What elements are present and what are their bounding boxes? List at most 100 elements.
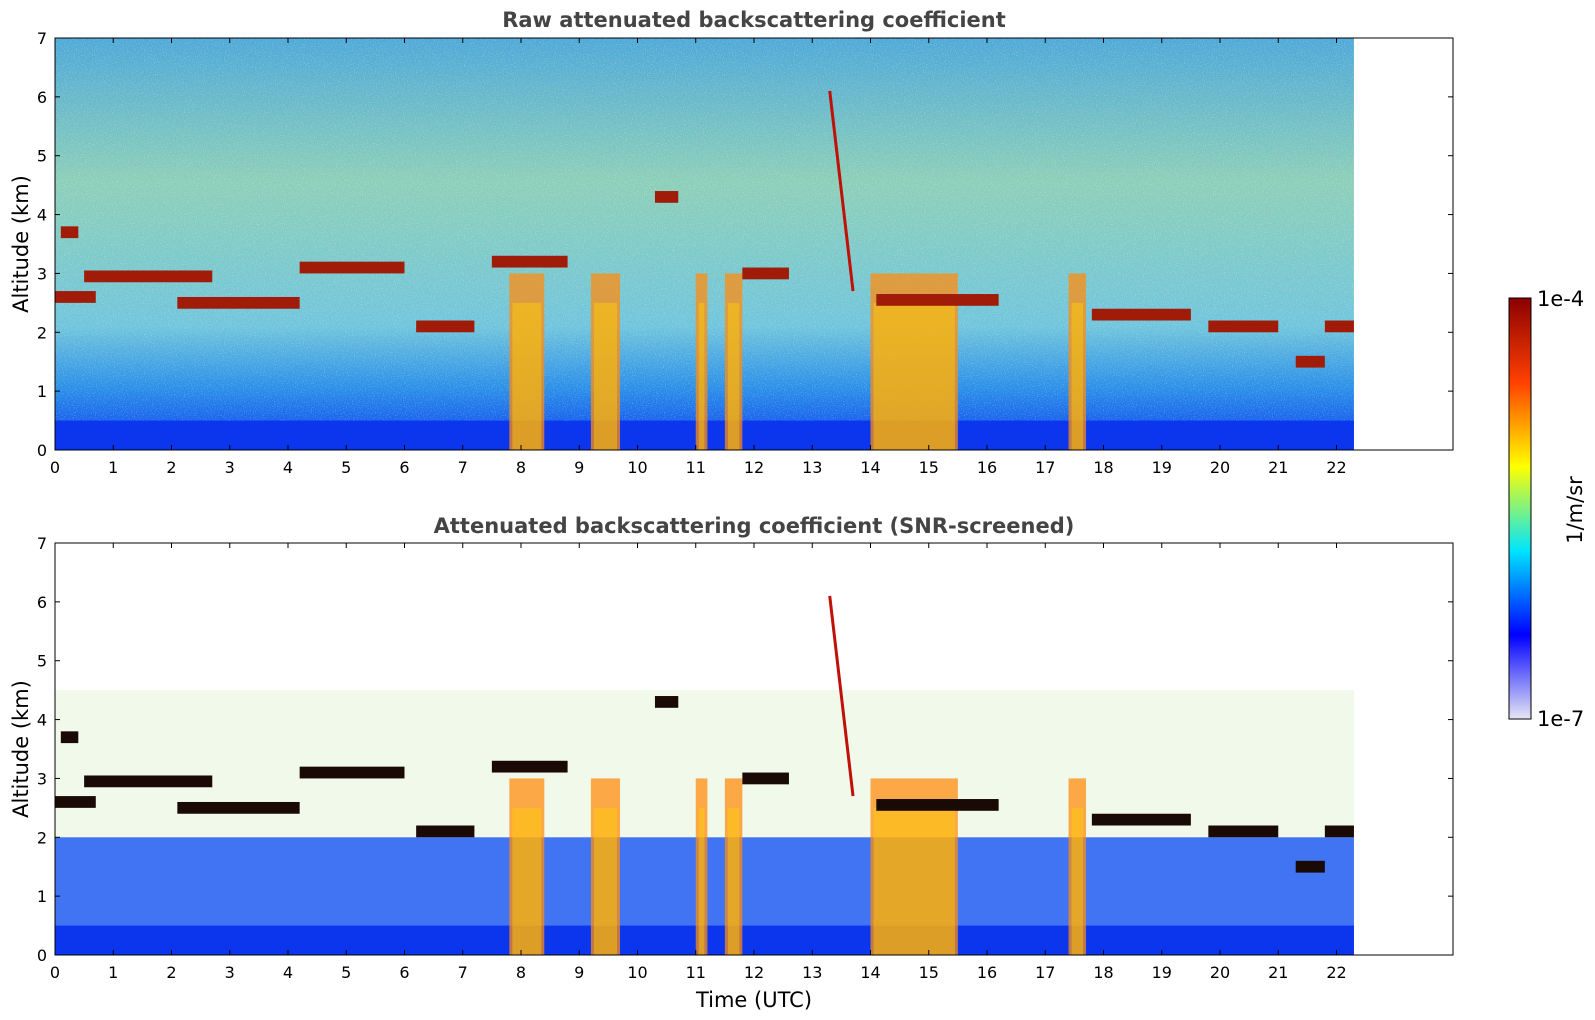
x-tick-label: 20 xyxy=(1210,963,1230,982)
x-tick-label: 2 xyxy=(166,458,176,477)
x-tick-label: 12 xyxy=(744,963,764,982)
x-tick-label: 19 xyxy=(1152,963,1172,982)
x-tick-label: 0 xyxy=(50,963,60,982)
x-tick-label: 16 xyxy=(977,963,997,982)
cirrus-fallstreak xyxy=(828,595,855,797)
colorbar-gradient xyxy=(1508,297,1532,720)
x-tick-label: 22 xyxy=(1326,458,1346,477)
x-tick-label: 13 xyxy=(802,963,822,982)
y-tick-label: 3 xyxy=(37,769,47,788)
x-tick-label: 6 xyxy=(399,458,409,477)
panel-title: Raw attenuated backscattering coefficien… xyxy=(502,8,1006,32)
x-tick-label: 14 xyxy=(860,458,880,477)
x-tick-label: 9 xyxy=(574,458,584,477)
x-tick-label: 3 xyxy=(225,963,235,982)
colorbar: 1e-4 1e-7 1/m/sr xyxy=(1508,287,1587,731)
cloud-layer xyxy=(1091,308,1191,321)
cloud-layer xyxy=(1324,825,1354,838)
x-tick-label: 4 xyxy=(283,458,293,477)
colorbar-min-label: 1e-7 xyxy=(1537,707,1584,731)
y-tick-label: 1 xyxy=(37,887,47,906)
precipitation-core xyxy=(727,302,740,450)
precipitation-core xyxy=(593,807,618,955)
x-tick-label: 0 xyxy=(50,458,60,477)
x-tick-label: 3 xyxy=(225,458,235,477)
cloud-layer xyxy=(1208,320,1279,333)
x-axis-label: Time (UTC) xyxy=(695,988,812,1012)
cloud-layer xyxy=(60,226,79,239)
cloud-layer xyxy=(876,799,999,811)
x-tick-label: 10 xyxy=(627,458,647,477)
cloud-layer xyxy=(84,270,213,283)
x-tick-label: 18 xyxy=(1093,458,1113,477)
y-tick-label: 5 xyxy=(37,652,47,671)
no-data-region xyxy=(1353,38,1453,450)
y-tick-label: 2 xyxy=(37,323,47,342)
colorbar-unit-label: 1/m/sr xyxy=(1563,476,1587,544)
precipitation-shaft xyxy=(590,778,621,955)
x-tick-label: 7 xyxy=(458,458,468,477)
y-tick-label: 5 xyxy=(37,147,47,166)
cloud-layer xyxy=(654,191,679,203)
x-tick-label: 1 xyxy=(108,458,118,477)
cloud-layer xyxy=(177,801,300,814)
cloud-layer xyxy=(1091,813,1191,826)
x-tick-label: 8 xyxy=(516,458,526,477)
precipitation-shaft xyxy=(590,273,621,450)
precipitation-core xyxy=(873,807,955,955)
x-tick-label: 19 xyxy=(1152,458,1172,477)
precipitation-core xyxy=(512,302,542,450)
y-tick-label: 3 xyxy=(37,264,47,283)
cirrus-fallstreak xyxy=(828,90,855,292)
cloud-layer xyxy=(1295,860,1325,873)
x-tick-label: 10 xyxy=(627,963,647,982)
cloud-layer xyxy=(1324,320,1354,333)
cloud-layer xyxy=(742,267,789,280)
cloud-layer xyxy=(55,291,96,303)
cloud-layer xyxy=(1208,825,1279,838)
y-axis-label: Altitude (km) xyxy=(9,175,33,313)
x-tick-label: 13 xyxy=(802,458,822,477)
no-data-region xyxy=(1353,543,1453,955)
precipitation-core xyxy=(727,807,740,955)
cloud-layer xyxy=(55,796,96,808)
cloud-layer xyxy=(299,766,405,779)
cloud-layer xyxy=(876,294,999,306)
precipitation-shaft xyxy=(509,273,545,450)
cloud-layer xyxy=(654,696,679,708)
precipitation-core xyxy=(873,302,955,450)
cloud-layer xyxy=(491,255,568,268)
y-tick-label: 0 xyxy=(37,441,47,460)
x-tick-label: 9 xyxy=(574,963,584,982)
x-tick-label: 2 xyxy=(166,963,176,982)
y-tick-label: 2 xyxy=(37,828,47,847)
cloud-layer xyxy=(1295,355,1325,368)
x-tick-label: 20 xyxy=(1210,458,1230,477)
x-tick-label: 5 xyxy=(341,458,351,477)
precipitation-shaft xyxy=(724,778,743,955)
precipitation-core xyxy=(1071,302,1084,450)
y-tick-label: 6 xyxy=(37,593,47,612)
x-tick-label: 5 xyxy=(341,963,351,982)
precipitation-shaft xyxy=(1068,273,1087,450)
y-tick-label: 7 xyxy=(37,29,47,48)
precipitation-core xyxy=(512,807,542,955)
precipitation-core xyxy=(698,302,705,450)
x-tick-label: 12 xyxy=(744,458,764,477)
cloud-layer xyxy=(299,261,405,274)
y-tick-label: 7 xyxy=(37,534,47,553)
raw-backscatter-panel: Raw attenuated backscattering coefficien… xyxy=(9,8,1454,477)
x-tick-label: 14 xyxy=(860,963,880,982)
x-tick-label: 1 xyxy=(108,963,118,982)
cloud-layer xyxy=(177,296,300,309)
cloud-layer xyxy=(60,731,79,744)
x-tick-label: 21 xyxy=(1268,963,1288,982)
cloud-layer xyxy=(416,320,475,333)
x-tick-label: 15 xyxy=(919,458,939,477)
x-tick-label: 18 xyxy=(1093,963,1113,982)
precipitation-shaft xyxy=(1068,778,1087,955)
precipitation-shaft xyxy=(509,778,545,955)
precipitation-core xyxy=(593,302,618,450)
cloud-layer xyxy=(491,760,568,773)
